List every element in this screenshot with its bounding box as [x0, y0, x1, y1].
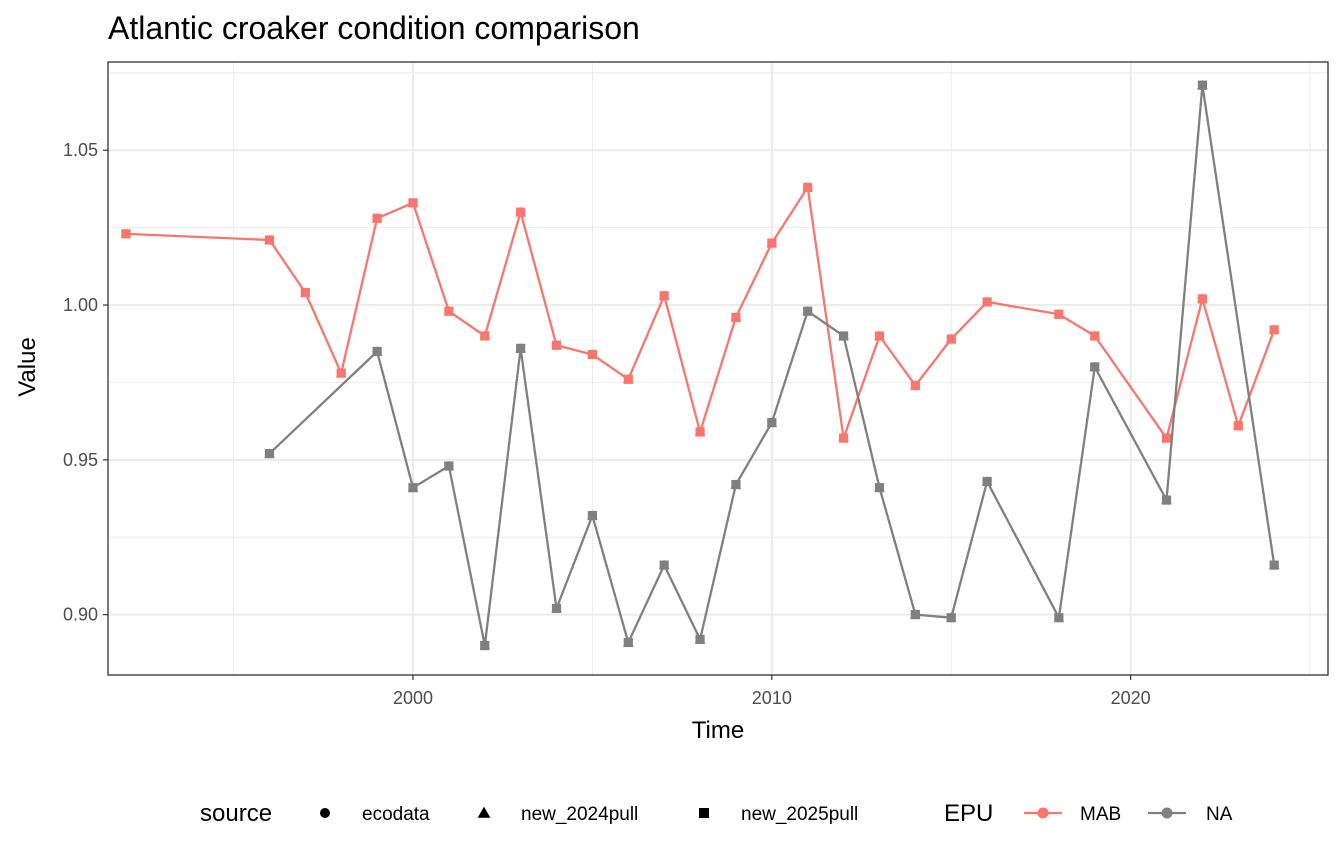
data-point-square-na: [731, 479, 741, 490]
data-point-square-na: [587, 510, 598, 521]
data-point-square-na: [838, 331, 849, 341]
data-point-square-na: [372, 346, 382, 357]
data-point-square-na: [516, 343, 526, 353]
y-tick-label: 0.90: [63, 605, 98, 625]
legend-label-mab: MAB: [1080, 804, 1121, 825]
legend-point-mab: [1037, 807, 1049, 819]
data-point-square-mab: [1161, 433, 1172, 443]
data-point-square-mab: [767, 238, 777, 248]
data-point-square-mab: [408, 198, 418, 208]
data-point-square-mab: [300, 288, 310, 298]
data-point-square-mab: [1233, 421, 1243, 431]
data-point-square-na: [1269, 560, 1279, 570]
plot-border: [107, 61, 1329, 676]
data-point-square-mab: [480, 331, 490, 341]
data-point-square-mab: [372, 213, 382, 223]
data-point-square-na: [551, 603, 562, 614]
data-point-square-mab: [982, 297, 992, 307]
legend-title-source: source: [200, 800, 272, 827]
data-point-square-mab: [695, 427, 705, 437]
x-axis-title: Time: [692, 717, 744, 744]
data-point-square-na: [408, 483, 418, 493]
data-point-square-na: [444, 461, 454, 471]
legend-label-ecodata: ecodata: [362, 804, 430, 825]
legend-key-ecodata: [320, 808, 330, 818]
data-point-square-mab: [1054, 309, 1064, 319]
y-tick-label: 1.00: [63, 295, 98, 315]
data-point-square-mab: [551, 340, 562, 350]
x-tick-label: 2010: [752, 688, 792, 708]
data-point-square-na: [1054, 613, 1064, 623]
legend-label-na: NA: [1206, 804, 1233, 825]
data-point-square-na: [1161, 495, 1172, 505]
data-point-square-na: [803, 306, 813, 316]
data-point-square-mab: [1269, 325, 1279, 335]
legend: source ecodata new_2024pull new_2025pull EPU…: [200, 800, 1233, 827]
data-point-square-mab: [336, 368, 346, 378]
plot-background: [108, 62, 1328, 675]
series-line-na: [268, 84, 1276, 647]
data-point-square-mab: [659, 291, 669, 301]
data-point-square-na: [1197, 80, 1208, 90]
legend-title-epu: EPU: [944, 800, 993, 827]
data-point-square-mab: [121, 229, 131, 239]
data-point-square-mab: [1090, 331, 1100, 341]
data-point-square-mab: [1197, 294, 1208, 304]
data-point-square-mab: [516, 207, 526, 217]
data-point-square-na: [480, 640, 490, 651]
data-point-square-na: [623, 637, 633, 648]
legend-key-new_2025pull: [699, 808, 709, 818]
legend-label-new_2024pull: new_2024pull: [521, 804, 638, 825]
data-point-square-na: [910, 610, 920, 620]
legend-key-new_2024pull: [477, 806, 491, 818]
data-point-square-mab: [946, 334, 956, 344]
x-tick-label: 2000: [393, 688, 433, 708]
series-line-mab: [125, 186, 1276, 440]
y-axis-title: Value: [14, 337, 41, 397]
plot-area: 2000 2010 2020 0.90 0.95 1.00 1.05: [63, 61, 1329, 708]
y-tick-label: 0.95: [63, 450, 98, 470]
chart-title: Atlantic croaker condition comparison: [108, 10, 640, 46]
data-point-square-mab: [264, 235, 275, 245]
data-point-square-mab: [623, 374, 633, 384]
data-point-square-na: [264, 449, 275, 459]
y-tick-label: 1.05: [63, 140, 98, 160]
data-point-square-mab: [444, 306, 454, 316]
x-tick-label: 2020: [1111, 688, 1151, 708]
data-point-square-mab: [731, 312, 741, 323]
data-point-square-na: [695, 634, 705, 644]
data-point-square-mab: [910, 380, 920, 391]
data-point-square-na: [982, 476, 992, 487]
data-point-square-na: [659, 560, 669, 570]
data-point-square-mab: [803, 182, 813, 192]
data-point-square-mab: [838, 433, 849, 443]
legend-point-na: [1161, 807, 1173, 819]
data-point-square-na: [946, 613, 956, 623]
data-point-square-na: [767, 418, 777, 428]
legend-label-new_2025pull: new_2025pull: [741, 804, 858, 825]
data-point-square-na: [1090, 362, 1100, 372]
data-point-square-mab: [874, 331, 885, 341]
data-point-square-mab: [587, 349, 598, 360]
data-point-square-na: [874, 483, 885, 493]
